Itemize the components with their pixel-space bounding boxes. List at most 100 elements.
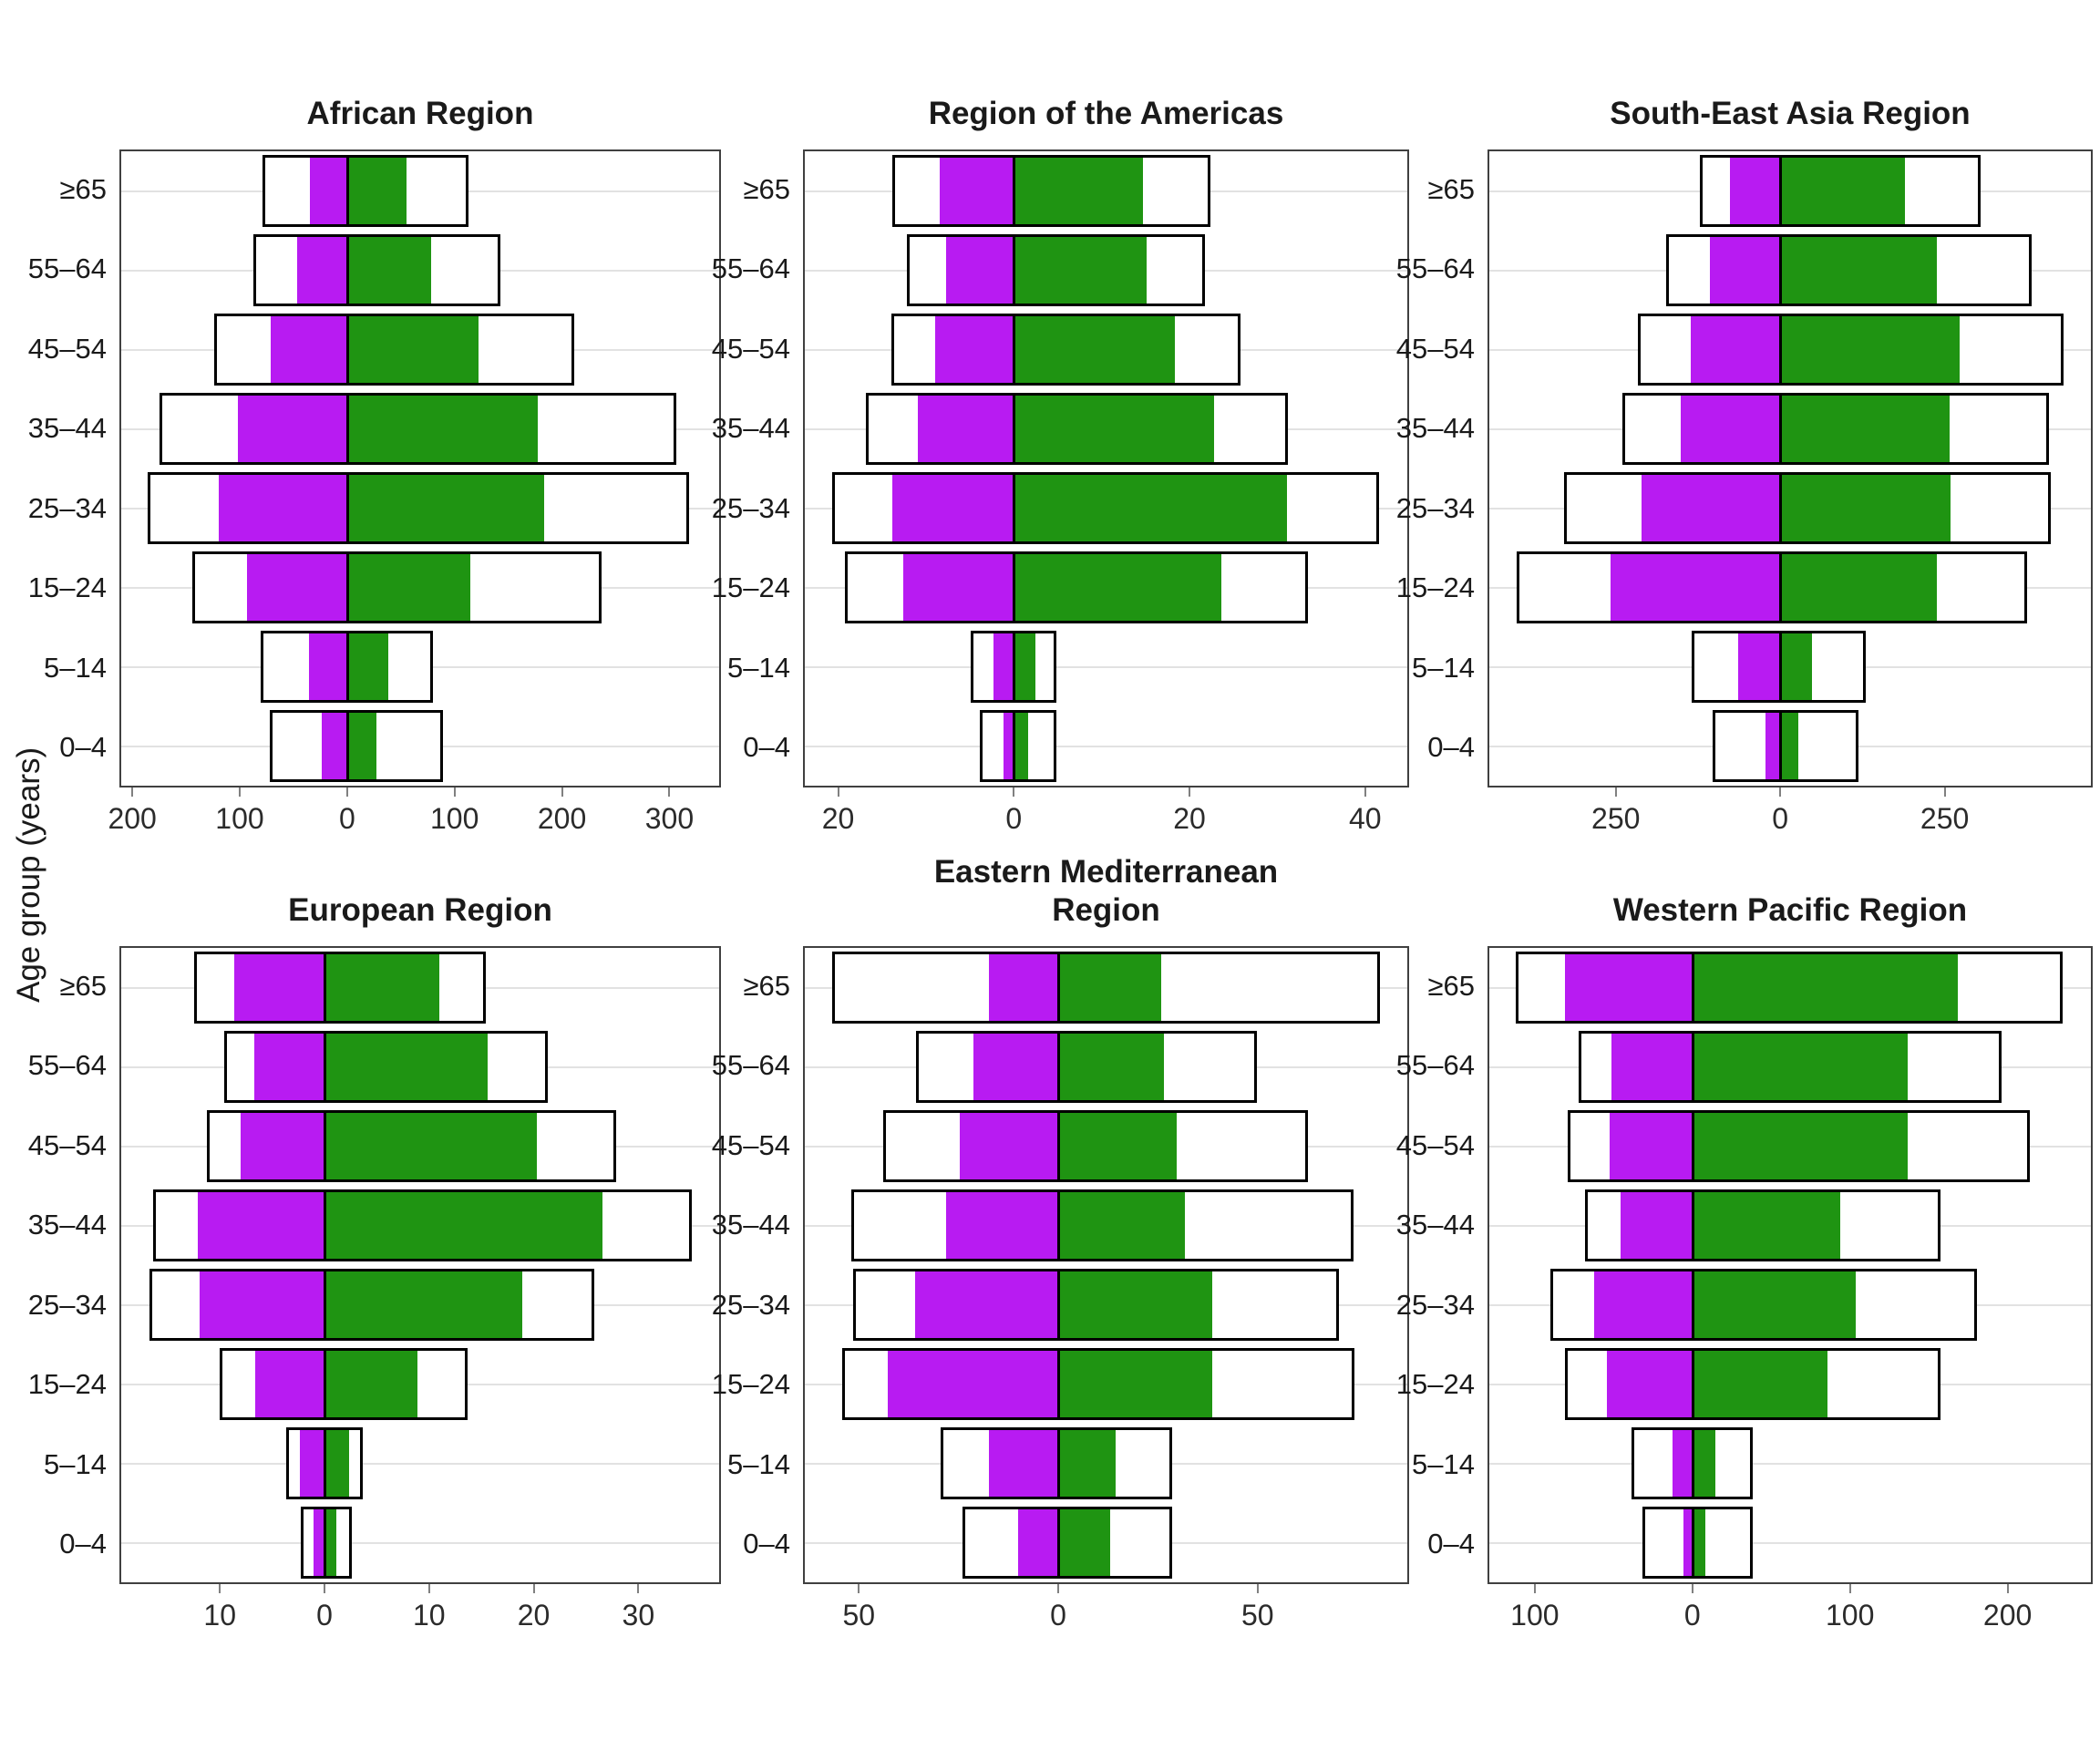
- left-series-bar: [1621, 1189, 1693, 1261]
- age-tick-label: 5–14: [1412, 651, 1475, 684]
- chart-western-pacific-region: Western Pacific Region ≥65 55–64 45–54 35–4…: [1396, 849, 2093, 1642]
- x-tick-label: 0: [1005, 802, 1023, 835]
- age-tick-label: 55–64: [1395, 252, 1475, 285]
- zero-axis-line: [1778, 234, 1782, 306]
- x-tick-mark: [1256, 1584, 1259, 1593]
- outer-range-bar-border: [1700, 155, 1982, 227]
- outer-range-bar-border: [971, 631, 1056, 703]
- left-series-bar: [300, 1427, 325, 1499]
- right-series-bar: [324, 1110, 538, 1182]
- right-series-bar: [347, 155, 407, 227]
- outer-range-bar-border: [1563, 472, 2052, 544]
- age-tick-label: ≥65: [59, 969, 108, 1002]
- age-tick-label: 0–4: [1427, 731, 1475, 764]
- right-series-bar: [1780, 314, 1960, 386]
- right-series-bar: [1014, 710, 1029, 782]
- age-tick-label: 0–4: [743, 731, 790, 764]
- left-series-bar: [1606, 1348, 1693, 1420]
- zero-axis-line: [1013, 314, 1016, 386]
- zero-axis-line: [1056, 1031, 1060, 1103]
- x-tick-mark: [2006, 1584, 2009, 1593]
- chart-title: African Region: [306, 96, 534, 131]
- gridline: [121, 1541, 719, 1544]
- right-series-bar: [1058, 1031, 1165, 1103]
- age-tick-label: ≥65: [743, 969, 791, 1002]
- x-axis: 50 0 50: [803, 1584, 1409, 1642]
- x-tick-mark: [637, 1584, 640, 1593]
- zero-axis-line: [1056, 952, 1060, 1024]
- left-series-bar: [1681, 393, 1781, 465]
- outer-range-bar-border: [831, 472, 1380, 544]
- age-axis-labels: ≥65 55–64 45–54 35–44 25–34 15–24 5–14 0–4: [10, 149, 119, 788]
- age-tick-label: ≥65: [1427, 172, 1476, 205]
- age-axis-labels: ≥65 55–64 45–54 35–44 25–34 15–24 5–14 0–4: [694, 149, 803, 788]
- zero-axis-line: [1691, 1110, 1694, 1182]
- left-series-bar: [1594, 1269, 1693, 1341]
- zero-axis-line: [1691, 1427, 1694, 1499]
- outer-range-bar-border: [160, 393, 677, 465]
- left-series-bar: [1765, 710, 1781, 782]
- x-tick-mark: [1364, 788, 1366, 797]
- age-axis-labels: ≥65 55–64 45–54 35–44 25–34 15–24 5–14 0–4: [694, 946, 803, 1584]
- age-tick-label: 25–34: [1395, 491, 1475, 524]
- age-tick-label: 0–4: [59, 731, 107, 764]
- left-series-bar: [917, 393, 1014, 465]
- left-series-bar: [1611, 1031, 1693, 1103]
- outer-range-bar-border: [890, 314, 1241, 386]
- x-tick-mark: [1013, 788, 1015, 797]
- x-tick-label: 250: [1920, 802, 1970, 835]
- x-tick-label: 100: [1510, 1599, 1560, 1632]
- chart-south-east-asia-region: South-East Asia Region ≥65 55–64 45–54 35–4…: [1396, 53, 2093, 846]
- age-tick-label: 0–4: [743, 1528, 790, 1560]
- gridline: [805, 745, 1407, 747]
- outer-range-bar-border: [1642, 1507, 1753, 1579]
- chart-title: Eastern Mediterranean Region: [933, 854, 1279, 928]
- plot-panel: [1488, 946, 2093, 1584]
- x-tick-mark: [345, 788, 348, 797]
- gridline: [121, 1462, 719, 1465]
- right-series-bar: [347, 631, 388, 703]
- x-tick-mark: [1614, 788, 1617, 797]
- right-series-bar: [1780, 155, 1905, 227]
- outer-range-bar-border: [193, 952, 487, 1024]
- age-axis-labels: ≥65 55–64 45–54 35–44 25–34 15–24 5–14 0–4: [1378, 946, 1488, 1584]
- age-tick-label: 45–54: [27, 332, 107, 365]
- age-tick-label: 55–64: [27, 1049, 107, 1082]
- outer-range-bar-border: [1632, 1427, 1753, 1499]
- zero-axis-line: [324, 952, 327, 1024]
- age-tick-label: ≥65: [1427, 969, 1476, 1002]
- x-axis: 250 0 250: [1488, 788, 2093, 846]
- x-tick-mark: [239, 788, 241, 797]
- left-series-bar: [993, 631, 1014, 703]
- outer-range-bar-border: [269, 710, 443, 782]
- chart-eastern-mediterranean-region: Eastern Mediterranean Region ≥65 55–64 45–…: [712, 849, 1409, 1642]
- outer-range-bar-border: [962, 1507, 1172, 1579]
- zero-axis-line: [1013, 551, 1016, 623]
- right-series-bar: [347, 314, 479, 386]
- zero-axis-line: [345, 393, 349, 465]
- x-tick-label: 20: [821, 802, 855, 835]
- x-tick-mark: [323, 1584, 325, 1593]
- zero-axis-line: [1013, 155, 1016, 227]
- right-series-bar: [1014, 314, 1176, 386]
- x-tick-label: 30: [622, 1599, 655, 1632]
- x-tick-label: 100: [430, 802, 479, 835]
- right-series-bar: [324, 1189, 603, 1261]
- age-tick-label: 45–54: [711, 1128, 790, 1161]
- left-series-bar: [989, 1427, 1059, 1499]
- right-series-bar: [1693, 1427, 1715, 1499]
- x-tick-mark: [427, 1584, 430, 1593]
- plot-panel: [803, 946, 1409, 1584]
- right-series-bar: [1014, 393, 1215, 465]
- zero-axis-line: [1691, 1348, 1694, 1420]
- right-series-bar: [1693, 1348, 1828, 1420]
- right-series-bar: [1780, 710, 1798, 782]
- age-axis-labels: ≥65 55–64 45–54 35–44 25–34 15–24 5–14 0–4: [1378, 149, 1488, 788]
- outer-range-bar-border: [852, 1269, 1340, 1341]
- age-tick-label: 5–14: [44, 651, 107, 684]
- outer-range-bar-border: [223, 1031, 548, 1103]
- chart-european-region: European Region ≥65 55–64 45–54 35–44 25–34 1…: [28, 849, 721, 1642]
- outer-range-bar-border: [941, 1427, 1172, 1499]
- outer-range-bar-border: [832, 952, 1380, 1024]
- x-tick-mark: [1943, 788, 1946, 797]
